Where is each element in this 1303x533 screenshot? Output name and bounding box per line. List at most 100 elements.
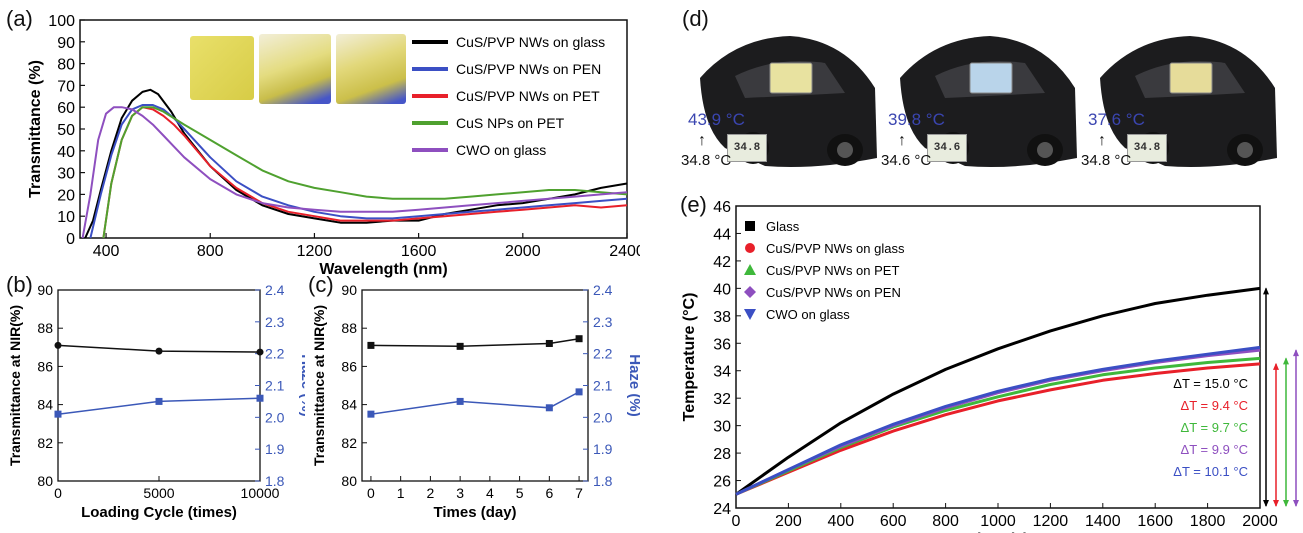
y-right-tick-label: 2.0 — [265, 409, 285, 425]
inside-temperature-label: 43.9 °C — [688, 110, 745, 129]
x-tick-label: 1200 — [297, 243, 333, 260]
y-tick-label: 80 — [341, 473, 357, 489]
legend-label: CuS/PVP NWs on PEN — [456, 61, 601, 77]
series-line — [370, 337, 580, 348]
y-tick-label: 30 — [713, 419, 731, 436]
series-line — [89, 104, 628, 239]
y-axis-label: Transmittance at NIR(%) — [311, 305, 327, 466]
y-tick-label: 40 — [57, 144, 75, 161]
data-point — [256, 394, 264, 402]
delta-arrow-head-up — [1273, 362, 1279, 370]
y-tick-label: 82 — [37, 435, 53, 451]
x-tick-label: 7 — [575, 485, 583, 501]
panel-a-label: (a) — [6, 6, 33, 31]
series-line — [735, 286, 1261, 496]
data-point — [367, 341, 375, 349]
legend-label: CWO on glass — [766, 307, 850, 322]
delta-t-annotation: ΔT = 15.0 °C — [1173, 376, 1248, 391]
data-point — [456, 397, 464, 405]
data-point — [155, 347, 163, 355]
x-tick-label: 5 — [516, 485, 524, 501]
legend-label: CuS/PVP NWs on PET — [766, 263, 899, 278]
delta-arrow-head-up — [1293, 349, 1299, 357]
y-right-tick-label: 2.2 — [265, 346, 285, 362]
y-axis-label: Transmittance at NIR(%) — [7, 305, 23, 466]
y-tick-label: 86 — [341, 358, 357, 374]
y-right-tick-label: 2.2 — [593, 346, 613, 362]
x-tick-label: 3 — [456, 485, 464, 501]
x-tick-label: 1800 — [1190, 513, 1226, 530]
y-tick-label: 60 — [57, 100, 75, 117]
y-tick-label: 32 — [713, 391, 731, 408]
legend-marker — [745, 243, 755, 253]
data-point — [545, 339, 553, 347]
delta-arrow-head-up — [1283, 357, 1289, 365]
x-tick-label: 1400 — [1085, 513, 1121, 530]
x-tick-label: 0 — [54, 485, 62, 501]
y-tick-label: 84 — [341, 397, 357, 413]
y-tick-label: 80 — [57, 57, 75, 74]
x-tick-label: 2400 — [609, 243, 640, 260]
x-tick-label: 600 — [880, 513, 907, 530]
x-axis-label: Loading Cycle (times) — [81, 504, 237, 521]
data-point — [54, 410, 62, 418]
legend-label: CWO on glass — [456, 142, 546, 158]
x-tick-label: 800 — [932, 513, 959, 530]
series-line — [735, 362, 1261, 496]
panel-e-label: (e) — [680, 192, 707, 217]
legend-label: CuS/PVP NWs on glass — [456, 34, 605, 50]
delta-t-annotation: ΔT = 9.4 °C — [1181, 398, 1248, 413]
x-tick-label: 1600 — [1137, 513, 1173, 530]
inside-temperature-label: 37.6 °C — [1088, 110, 1145, 129]
delta-t-annotation: ΔT = 10.1 °C — [1173, 464, 1248, 479]
y-tick-label: 0 — [66, 231, 75, 248]
y-tick-label: 28 — [713, 446, 731, 463]
car-window-film — [769, 62, 813, 94]
panel-d-label: (d) — [682, 6, 709, 31]
y-tick-label: 84 — [37, 397, 53, 413]
up-arrow-icon: ↑ — [898, 132, 906, 149]
delta-arrow-head-down — [1283, 500, 1289, 507]
car-window-film — [969, 62, 1013, 94]
y-tick-label: 46 — [713, 199, 731, 216]
legend-label: Glass — [766, 219, 800, 234]
inset-photo-flat-film — [190, 36, 254, 100]
y-tick-label: 40 — [713, 281, 731, 298]
y-tick-label: 24 — [713, 501, 731, 518]
y-tick-label: 86 — [37, 358, 53, 374]
y-tick-label: 36 — [713, 336, 731, 353]
x-tick-label: 400 — [827, 513, 854, 530]
x-tick-label: 0 — [732, 513, 741, 530]
y-tick-label: 90 — [57, 35, 75, 52]
y-right-tick-label: 1.8 — [265, 473, 285, 489]
chart-e: 24 26 28 30 32 34 36 38 40 42 44 46 0 200 400 600 800 100… — [681, 199, 1299, 533]
delta-t-annotation: ΔT = 9.7 °C — [1181, 420, 1248, 435]
x-tick-label: 5000 — [143, 485, 174, 501]
y-tick-label: 20 — [57, 187, 75, 204]
series-line — [81, 106, 628, 239]
x-tick-label: 0 — [367, 485, 375, 501]
inside-temperature-label: 39.8 °C — [888, 110, 945, 129]
outside-temperature-label: 34.8 °C — [681, 152, 732, 169]
delta-arrow-head-up — [1263, 287, 1269, 295]
legend-marker — [745, 221, 755, 231]
outside-temperature-label: 34.8 °C — [1081, 152, 1132, 169]
data-point — [155, 397, 163, 405]
x-tick-label: 6 — [545, 485, 553, 501]
y-tick-label: 90 — [341, 282, 357, 298]
y-right-tick-label: 2.1 — [265, 378, 285, 394]
delta-arrow-head-down — [1293, 500, 1299, 507]
y-tick-label: 88 — [37, 320, 53, 336]
y-tick-label: 80 — [37, 473, 53, 489]
series-line — [102, 106, 628, 239]
x-tick-label: 4 — [486, 485, 494, 501]
y-right-tick-label: 1.9 — [593, 441, 613, 457]
legend-label: CuS/PVP NWs on glass — [766, 241, 905, 256]
data-point — [575, 335, 583, 343]
y-tick-label: 90 — [37, 282, 53, 298]
series-line — [370, 391, 580, 415]
x-axis-label: Wavelength (nm) — [319, 261, 447, 278]
up-arrow-icon: ↑ — [1098, 132, 1106, 149]
y-right-tick-label: 1.9 — [265, 441, 285, 457]
y-tick-label: 100 — [48, 13, 75, 30]
